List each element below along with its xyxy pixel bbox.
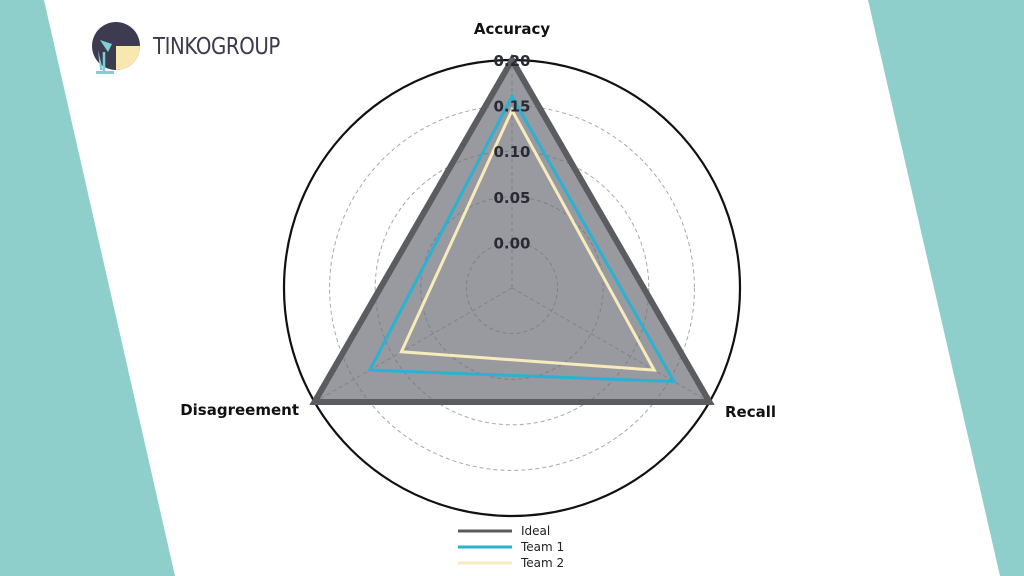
- chart-series: [309, 54, 715, 405]
- right-teal-panel: [868, 0, 1024, 576]
- radial-tick-3: 0.15: [493, 98, 530, 116]
- left-teal-panel: [0, 0, 175, 576]
- radial-tick-labels: 0.00 0.05 0.10 0.15 0.20: [493, 52, 530, 252]
- radar-chart: 0.00 0.05 0.10 0.15 0.20 Accuracy Recall Disag…: [180, 20, 776, 570]
- legend-label-1: Team 1: [520, 540, 564, 554]
- legend-label-2: Team 2: [520, 556, 564, 570]
- chart-legend: Ideal Team 1 Team 2: [458, 524, 564, 570]
- radial-tick-4: 0.20: [493, 52, 530, 70]
- legend-label-0: Ideal: [521, 524, 550, 538]
- series-team-2: [399, 106, 657, 372]
- axis-label-accuracy: Accuracy: [474, 20, 550, 38]
- series-ideal: [309, 54, 715, 405]
- series-team-1: [367, 93, 677, 384]
- axis-labels: Accuracy Recall Disagreement: [180, 20, 776, 421]
- grid-circle-3: [329, 105, 695, 471]
- radial-tick-2: 0.10: [493, 143, 530, 161]
- radial-tick-1: 0.05: [493, 189, 530, 207]
- axis-label-disagreement: Disagreement: [180, 401, 299, 419]
- brand-name: TINKOGROUP: [153, 34, 280, 60]
- axis-label-recall: Recall: [725, 403, 776, 421]
- lamp-logo-icon: [92, 22, 140, 74]
- radial-tick-0: 0.00: [493, 234, 530, 252]
